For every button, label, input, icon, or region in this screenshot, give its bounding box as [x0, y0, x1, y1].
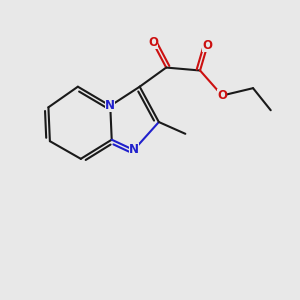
Text: O: O [148, 36, 158, 49]
Text: O: O [217, 89, 227, 102]
Text: N: N [105, 99, 115, 112]
Text: N: N [129, 143, 139, 157]
Text: O: O [202, 39, 212, 52]
